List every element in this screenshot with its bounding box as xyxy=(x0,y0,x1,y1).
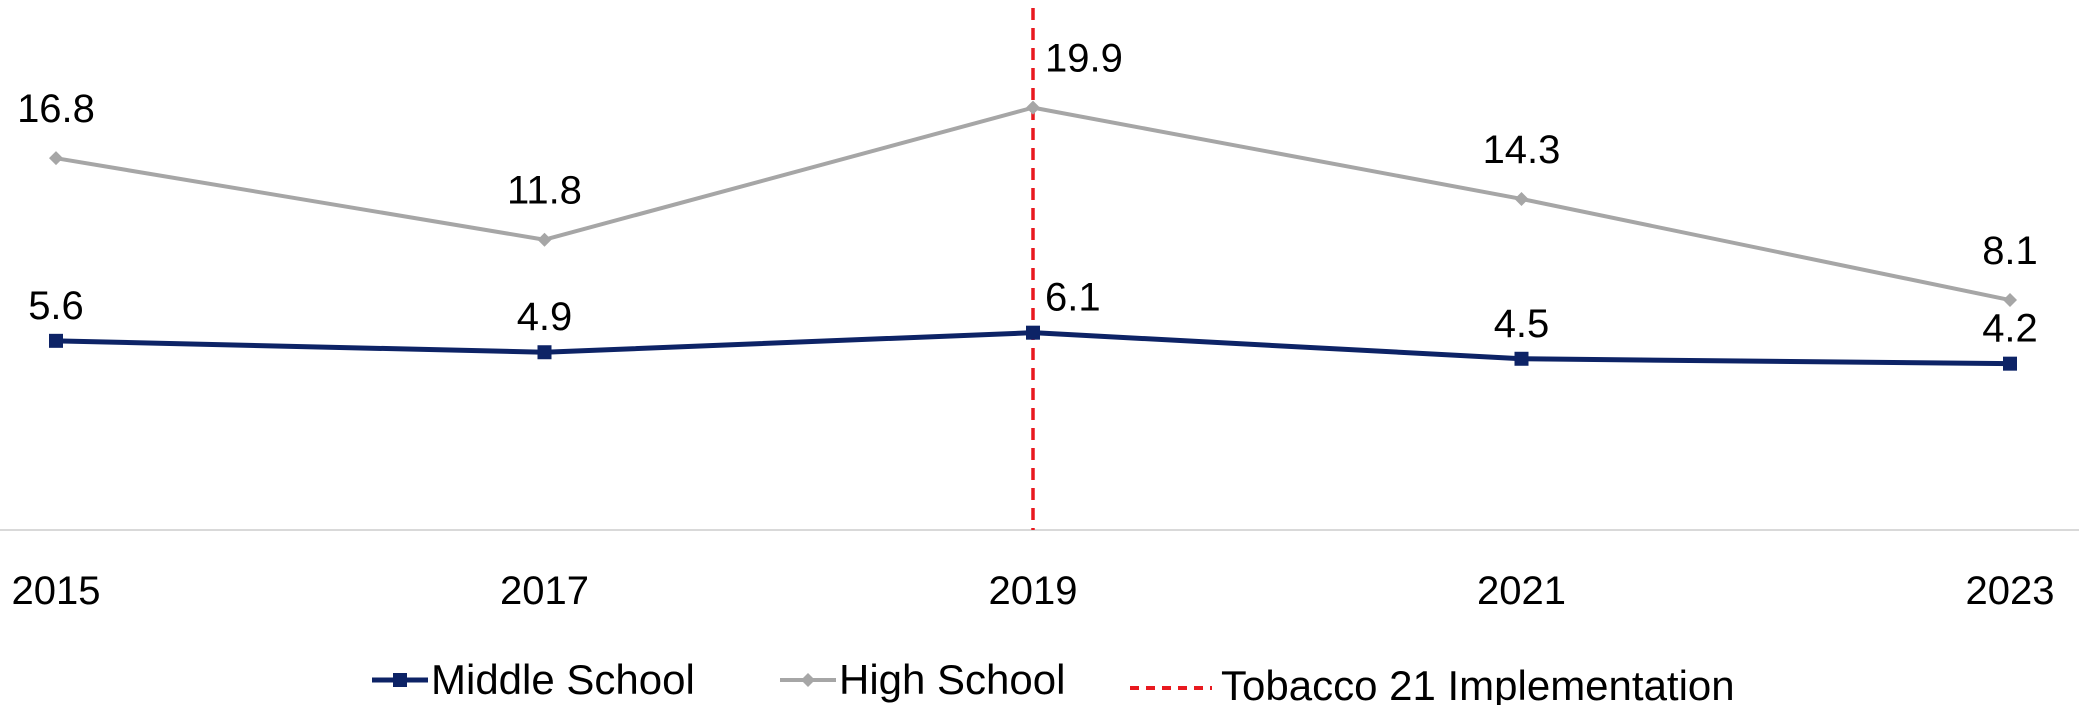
x-tick-label-2015: 2015 xyxy=(12,569,101,613)
middle-school-data-label-2017: 4.9 xyxy=(517,295,573,339)
middle-school-data-label-2019: 6.1 xyxy=(1045,276,1101,320)
high-school-point-2023 xyxy=(2003,293,2017,308)
legend-high-school-label: High School xyxy=(839,656,1065,703)
x-axis-tick-labels: 2015 2017 2019 2021 2023 xyxy=(12,569,2055,613)
high-school-data-label-2015: 16.8 xyxy=(17,87,95,131)
high-school-data-label-2021: 14.3 xyxy=(1483,128,1561,172)
legend-tobacco-21-label: Tobacco 21 Implementation xyxy=(1221,662,1735,705)
legend-high-school-marker xyxy=(801,673,815,687)
x-tick-label-2023: 2023 xyxy=(1966,569,2055,613)
legend-item-high-school: High School xyxy=(780,656,1065,703)
middle-school-point-2023 xyxy=(2003,356,2017,371)
legend-item-middle-school: Middle School xyxy=(372,656,695,703)
high-school-point-2017 xyxy=(537,232,552,247)
middle-school-point-2015 xyxy=(49,333,63,348)
high-school-point-2015 xyxy=(49,151,63,166)
middle-school-data-label-2023: 4.2 xyxy=(1982,307,2038,351)
legend-middle-school-marker xyxy=(393,673,407,687)
middle-school-point-2019 xyxy=(1026,325,1040,340)
middle-school-data-label-2015: 5.6 xyxy=(28,284,84,328)
high-school-point-2021 xyxy=(1514,191,1529,206)
middle-school-point-2021 xyxy=(1514,351,1529,366)
data-labels-layer: 16.8 11.8 19.9 14.3 8.1 5.6 4.9 6.1 4.5 4.2 xyxy=(17,37,2038,351)
legend-middle-school-label: Middle School xyxy=(431,656,695,703)
x-tick-label-2017: 2017 xyxy=(500,569,589,613)
legend-item-tobacco-21: Tobacco 21 Implementation xyxy=(1130,662,1735,705)
legend: Middle School High School Tobacco 21 Imp… xyxy=(372,656,1735,705)
high-school-data-label-2023: 8.1 xyxy=(1982,229,2038,273)
x-tick-label-2021: 2021 xyxy=(1477,569,1566,613)
x-tick-label-2019: 2019 xyxy=(989,569,1078,613)
high-school-data-label-2017: 11.8 xyxy=(507,169,582,213)
high-school-data-label-2019: 19.9 xyxy=(1045,37,1123,81)
series-layer xyxy=(49,100,2017,371)
middle-school-data-label-2021: 4.5 xyxy=(1494,302,1550,346)
high-school-point-2019 xyxy=(1026,100,1040,115)
middle-school-point-2017 xyxy=(537,345,552,360)
